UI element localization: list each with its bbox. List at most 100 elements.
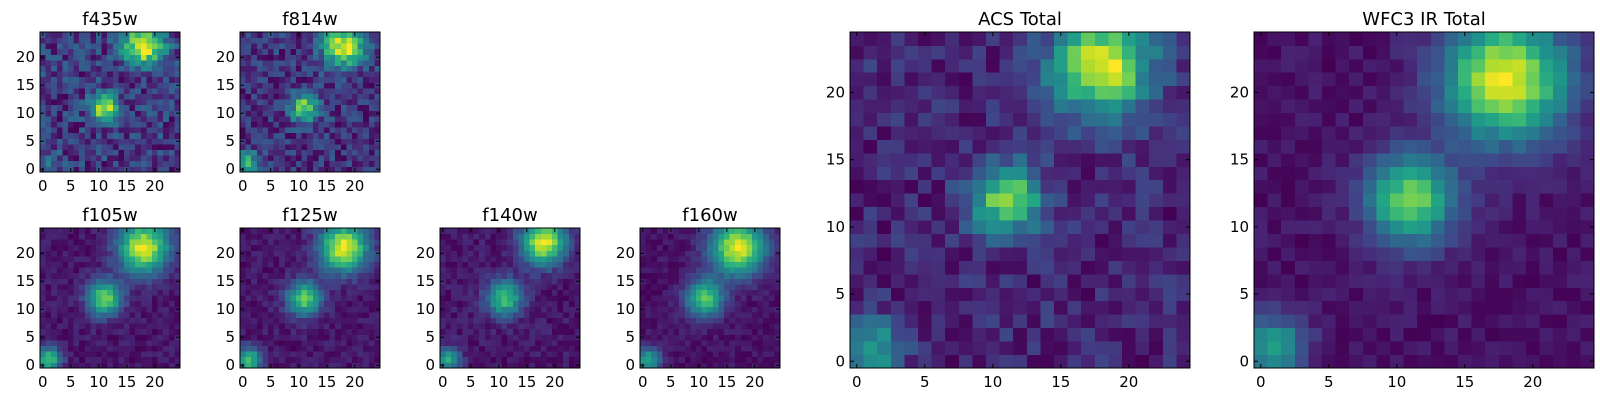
heatmap-cell (329, 362, 336, 369)
heatmap-cell (1526, 193, 1540, 208)
heatmap-cell (68, 312, 74, 318)
heatmap-cell (1122, 260, 1136, 275)
heatmap-cell (445, 239, 452, 246)
heatmap-cell (473, 362, 480, 369)
heatmap-cell (668, 334, 674, 341)
heatmap-cell (112, 160, 119, 167)
heatmap-cell (135, 272, 142, 279)
heatmap-cell (535, 345, 542, 352)
heatmap-cell (107, 323, 114, 330)
heatmap-cell (45, 132, 52, 139)
heatmap-cell (374, 32, 381, 38)
heatmap-cell (51, 37, 58, 44)
heatmap-cell (51, 340, 58, 346)
heatmap-cell (986, 300, 1000, 315)
heatmap-cell (904, 273, 919, 288)
heatmap-cell (712, 306, 719, 313)
heatmap-cell (268, 256, 274, 262)
heatmap-cell (56, 32, 63, 38)
heatmap-cell (518, 272, 525, 279)
heatmap-cell (568, 256, 575, 262)
heatmap-cell (168, 317, 175, 324)
heatmap-cell (986, 99, 1000, 114)
heatmap-cell (1162, 72, 1177, 87)
heatmap-cell (240, 356, 246, 363)
heatmap-cell (484, 306, 491, 313)
heatmap-cell (986, 233, 1000, 248)
heatmap-cell (740, 278, 747, 285)
heatmap-cell (712, 272, 719, 279)
heatmap-cell (374, 149, 381, 156)
heatmap-cell (324, 356, 330, 363)
heatmap-cell (490, 228, 497, 234)
heatmap-cell (45, 345, 52, 352)
heatmap-cell (763, 284, 770, 290)
heatmap-cell (746, 250, 753, 257)
heatmap-cell (496, 317, 502, 324)
heatmap-cell (245, 317, 252, 324)
heatmap-cell (240, 312, 246, 318)
heatmap-cell (707, 345, 714, 352)
heatmap-cell (135, 317, 142, 324)
heatmap-cell (529, 351, 536, 358)
heatmap-cell (850, 32, 864, 46)
heatmap-cell (256, 43, 263, 50)
heatmap-cell (440, 284, 446, 290)
heatmap-cell (863, 220, 878, 234)
heatmap-cell (1122, 273, 1136, 288)
heatmap-cell (51, 116, 58, 122)
heatmap-cell (563, 300, 570, 307)
heatmap-cell (1135, 72, 1150, 87)
heatmap-cell (552, 261, 558, 268)
heatmap-cell (40, 37, 46, 44)
heatmap-cell (540, 239, 547, 246)
heatmap-cell (268, 351, 274, 358)
x-tick-label: 15 (317, 373, 336, 391)
heatmap-cell (51, 160, 58, 167)
heatmap-cell (73, 48, 80, 55)
heatmap-cell (324, 295, 330, 302)
heatmap-cell (140, 54, 147, 61)
heatmap-cell (51, 93, 58, 100)
heatmap-cell (931, 166, 946, 181)
heatmap-cell (124, 278, 130, 285)
heatmap-cell (307, 60, 314, 66)
heatmap-cell (1471, 354, 1486, 369)
heatmap-cell (135, 144, 142, 150)
heatmap-cell (240, 48, 246, 55)
heatmap-cell (546, 244, 553, 251)
heatmap-cell (329, 328, 336, 335)
heatmap-cell (445, 278, 452, 285)
heatmap-cell (107, 54, 114, 61)
heatmap-cell (684, 261, 691, 268)
heatmap-cell (752, 284, 758, 290)
heatmap-cell (1362, 166, 1377, 181)
heatmap-cell (863, 273, 878, 288)
heatmap-cell (273, 71, 280, 78)
heatmap-cell (1122, 85, 1136, 100)
heatmap-cell (931, 287, 946, 302)
heatmap-cell (256, 82, 263, 89)
heatmap-cell (284, 233, 291, 240)
heatmap-cell (146, 267, 153, 274)
heatmap-cell (1390, 247, 1404, 261)
heatmap-cell (490, 233, 497, 240)
heatmap-cell (340, 155, 347, 162)
heatmap-cell (346, 306, 353, 313)
heatmap-cell (863, 99, 878, 114)
heatmap-cell (79, 76, 86, 83)
heatmap-cell (118, 289, 125, 296)
heatmap-cell (346, 71, 353, 78)
heatmap-cell (1040, 112, 1055, 127)
heatmap-cell (73, 239, 80, 246)
heatmap-cell (518, 356, 525, 363)
heatmap-cell (563, 272, 570, 279)
heatmap-cell (84, 149, 91, 156)
heatmap-cell (245, 323, 252, 330)
heatmap-cell (1108, 72, 1123, 87)
heatmap-cell (445, 356, 452, 363)
heatmap-cell (279, 250, 286, 257)
heatmap-cell (774, 295, 781, 302)
heatmap-cell (112, 340, 119, 346)
heatmap-cell (740, 317, 747, 324)
